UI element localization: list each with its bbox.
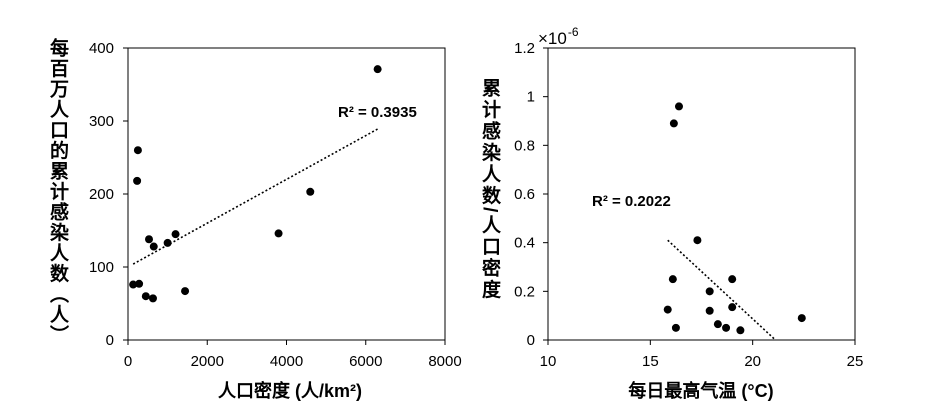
- data-point: [705, 287, 714, 296]
- x-tick-label: 25: [847, 353, 864, 370]
- r-squared-annotation: R² = 0.2022: [592, 193, 671, 210]
- data-point: [148, 294, 157, 303]
- x-axis-label: 人口密度 (人/km²): [218, 380, 362, 401]
- y-tick-label: 200: [89, 186, 114, 203]
- y-tick-label: 400: [89, 40, 114, 57]
- data-point: [181, 287, 190, 296]
- data-point: [135, 279, 144, 288]
- scatter-chart-2: 0 0.2 0.4 0.6 0.8 1 1.2 10 15 20 25 R² = 0.2022 每日最高…: [514, 25, 863, 401]
- multiplier-base: ×10: [538, 29, 567, 48]
- data-point: [663, 305, 672, 314]
- x-axis-label: 每日最高气温 (°C): [628, 380, 773, 401]
- data-point: [722, 323, 731, 332]
- y-axis-label-left: 每百万人口的累计感染人数（人）: [47, 38, 68, 346]
- data-point: [274, 229, 283, 238]
- y-tick-label: 0.6: [514, 186, 535, 203]
- y-tick-label: 300: [89, 113, 114, 130]
- data-point: [163, 238, 172, 247]
- x-tick-label: 10: [540, 353, 557, 370]
- data-point: [693, 236, 702, 245]
- x-tick-label: 15: [642, 353, 659, 370]
- multiplier-exponent: -6: [568, 25, 579, 39]
- x-tick-label: 0: [124, 353, 132, 370]
- trendline: [667, 239, 775, 340]
- data-point: [133, 176, 142, 185]
- y-tick-label: 1.2: [514, 40, 535, 57]
- y-tick-label: 0.2: [514, 283, 535, 300]
- data-point: [145, 235, 154, 244]
- data-point: [129, 280, 138, 289]
- x-tick-label: 20: [744, 353, 761, 370]
- data-point: [668, 275, 677, 284]
- data-point: [713, 320, 722, 329]
- y-tick-label: 0.8: [514, 137, 535, 154]
- y-axis-label-right: 累计感染人数/人口密度: [479, 78, 500, 301]
- x-tick-label: 8000: [428, 353, 461, 370]
- data-point: [133, 146, 142, 155]
- y-tick-label: 1: [527, 89, 535, 106]
- data-point: [736, 326, 745, 335]
- plot-frame: [127, 47, 446, 341]
- x-tick-label: 2000: [191, 353, 224, 370]
- data-point: [149, 242, 158, 251]
- data-point: [671, 323, 680, 332]
- x-tick-label: 4000: [270, 353, 303, 370]
- y-tick-label: 100: [89, 259, 114, 276]
- data-point: [728, 275, 737, 284]
- data-point: [728, 303, 737, 312]
- data-point: [171, 230, 180, 239]
- y-tick-label: 0.4: [514, 235, 535, 252]
- data-point: [674, 102, 683, 111]
- data-point: [797, 314, 806, 323]
- r-squared-annotation: R² = 0.3935: [338, 104, 417, 121]
- x-tick-label: 6000: [349, 353, 382, 370]
- data-point: [373, 65, 382, 74]
- data-point: [306, 187, 315, 196]
- data-point: [141, 292, 150, 301]
- data-point: [705, 306, 714, 315]
- y-axis-multiplier: ×10-6: [538, 25, 579, 48]
- y-tick-label: 0: [106, 332, 114, 349]
- y-tick-label: 0: [527, 332, 535, 349]
- trendline: [132, 128, 379, 265]
- data-point: [669, 119, 678, 128]
